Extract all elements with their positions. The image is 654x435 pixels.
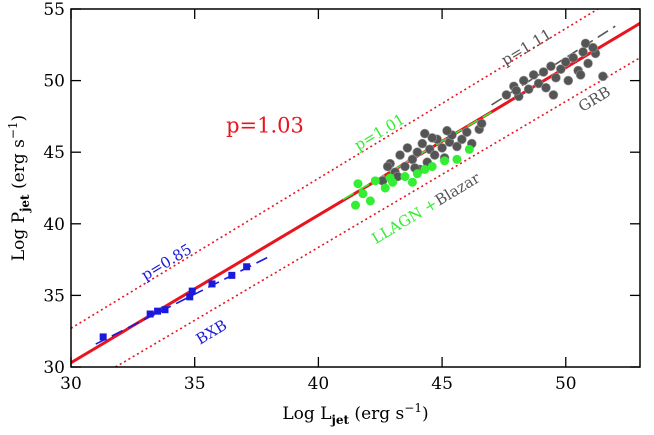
point xyxy=(598,71,608,82)
point xyxy=(412,147,423,157)
point xyxy=(427,162,437,172)
point xyxy=(464,144,474,154)
annotation: p=1.11 xyxy=(498,25,555,69)
frame xyxy=(70,8,641,368)
point xyxy=(452,141,462,152)
label-main: Log L xyxy=(282,404,331,424)
x-tick-label: 30 xyxy=(60,374,82,394)
point xyxy=(420,164,430,174)
y-tick-label: 35 xyxy=(43,286,65,306)
point xyxy=(400,161,410,172)
point xyxy=(99,333,107,341)
y-tick-label: 40 xyxy=(43,215,65,235)
annotation: BXB xyxy=(193,316,230,348)
y-tick-label: 30 xyxy=(43,358,65,378)
point xyxy=(560,57,571,67)
fit-line xyxy=(115,56,640,367)
point xyxy=(575,70,586,80)
x-tick-label: 50 xyxy=(555,374,577,394)
point xyxy=(382,161,393,172)
point xyxy=(546,61,556,72)
point xyxy=(533,78,544,89)
point xyxy=(437,143,447,153)
point xyxy=(417,138,428,149)
y-tick-label: 45 xyxy=(43,143,65,163)
point xyxy=(588,42,598,53)
point xyxy=(538,67,549,77)
point xyxy=(568,52,579,63)
y-tick-label: 50 xyxy=(43,72,65,92)
annotation: p=0.85 xyxy=(138,240,195,284)
label-end: ) xyxy=(9,115,29,122)
point xyxy=(365,196,375,206)
y-label: Log Pjet (erg s−1) xyxy=(6,115,32,261)
point xyxy=(388,177,398,187)
label-main: Log P xyxy=(9,212,29,261)
point xyxy=(580,38,591,49)
x-tick-label: 45 xyxy=(431,374,453,394)
point xyxy=(208,280,216,288)
point xyxy=(556,64,566,74)
point xyxy=(476,118,487,129)
point xyxy=(186,293,194,301)
point xyxy=(188,287,196,295)
point xyxy=(548,90,559,100)
point xyxy=(518,75,529,86)
point xyxy=(442,125,452,136)
point xyxy=(578,47,588,57)
point xyxy=(427,133,437,143)
annotation: Blazar xyxy=(432,168,484,209)
point xyxy=(501,90,512,100)
fit-line xyxy=(342,111,492,201)
point xyxy=(583,58,593,69)
point xyxy=(358,189,368,199)
fit-line xyxy=(95,256,270,345)
point xyxy=(370,176,380,186)
point xyxy=(551,72,561,83)
label-sup: −1 xyxy=(404,401,422,415)
annotation: GRB xyxy=(575,83,614,116)
label-sub: jet xyxy=(331,413,350,427)
point xyxy=(243,263,251,271)
point xyxy=(523,84,534,94)
point xyxy=(429,150,440,160)
point xyxy=(402,143,413,153)
x-tick-label: 40 xyxy=(308,374,330,394)
point xyxy=(511,85,522,96)
point xyxy=(353,179,363,189)
label-sub: jet xyxy=(18,194,32,213)
point xyxy=(528,70,539,80)
point xyxy=(412,169,422,179)
point xyxy=(462,127,472,137)
point xyxy=(380,183,390,193)
annotation: LLAGN + xyxy=(368,195,440,248)
point xyxy=(457,134,467,145)
x-tick-label: 35 xyxy=(184,374,206,394)
annotation: p=1.01 xyxy=(351,110,408,154)
y-tick-label: 55 xyxy=(43,0,65,20)
annotation: p=1.03 xyxy=(226,114,304,138)
point xyxy=(452,154,462,164)
label-end: ) xyxy=(422,404,429,424)
point xyxy=(154,307,162,315)
point xyxy=(400,172,410,182)
point xyxy=(407,177,417,187)
point xyxy=(228,271,236,279)
point xyxy=(541,82,551,93)
point xyxy=(351,200,360,210)
label-rest: (erg s xyxy=(349,404,404,424)
point xyxy=(146,310,154,318)
label-rest: (erg s xyxy=(9,139,29,194)
point xyxy=(563,75,574,86)
fit-line xyxy=(71,22,640,364)
point xyxy=(440,156,450,166)
point xyxy=(161,306,169,314)
label-sup: −1 xyxy=(6,121,20,139)
point xyxy=(419,128,430,139)
point xyxy=(395,150,405,160)
x-label: Log Ljet (erg s−1) xyxy=(282,401,428,427)
plot-area xyxy=(71,9,640,367)
